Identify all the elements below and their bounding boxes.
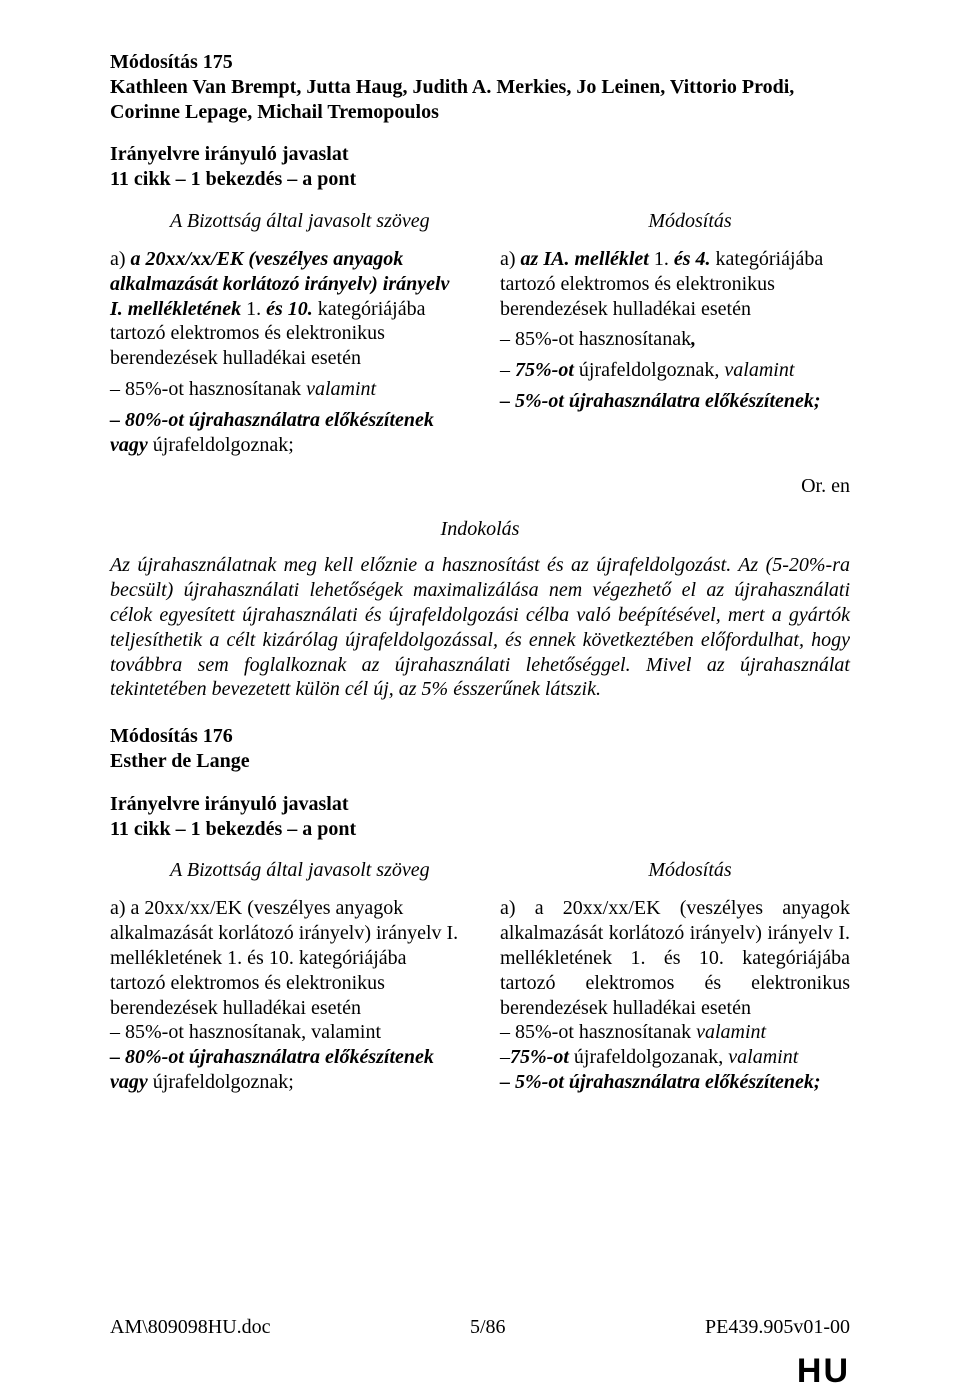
amendment-176-location: Irányelvre irányuló javaslat 11 cikk – 1… [110, 792, 850, 842]
amendment-176-header: Módosítás 176 Esther de Lange [110, 724, 850, 774]
text: valamint [306, 378, 376, 400]
right176-p1: a) a 20xx/xx/EK (veszélyes anyagok alkal… [500, 896, 850, 1020]
amendment-175-authors: Kathleen Van Brempt, Jutta Haug, Judith … [110, 75, 850, 125]
col-head-right: Módosítás [530, 210, 850, 233]
text: valamint [724, 359, 794, 381]
left176-l3: – 80%-ot újrahasználatra előkészítenek v… [110, 1045, 460, 1095]
text: újrafeldolgoznak; [153, 1071, 294, 1093]
location-line-176: 11 cikk – 1 bekezdés – a pont [110, 817, 850, 842]
right-l4: – 5%-ot újrahasználatra előkészítenek; [500, 389, 850, 414]
text: – 85%-ot hasznosítanak [500, 1021, 696, 1043]
text: 75%-ot [510, 1046, 569, 1068]
footer-left: AM\809098HU.doc [110, 1316, 271, 1339]
text: az IA. melléklet [521, 248, 649, 270]
col-head-left: A Bizottság által javasolt szöveg [110, 210, 490, 233]
text: a) [110, 248, 131, 270]
amendment-175-location: Irányelvre irányuló javaslat 11 cikk – 1… [110, 142, 850, 192]
left-l3: – 80%-ot újrahasználatra előkészítenek v… [110, 408, 460, 458]
column-headers-176: A Bizottság által javasolt szöveg Módosí… [110, 859, 850, 882]
text: – [500, 359, 515, 381]
amendment-176-right-col: a) a 20xx/xx/EK (veszélyes anyagok alkal… [500, 896, 850, 1094]
text: újrafeldolgoznak; [153, 434, 294, 456]
page-footer: AM\809098HU.doc 5/86 PE439.905v01-00 [110, 1316, 850, 1339]
amendment-175-left-col: a) a 20xx/xx/EK (veszélyes anyagok alkal… [110, 247, 460, 457]
col-head-left-176: A Bizottság által javasolt szöveg [110, 859, 490, 882]
text: és 10. [266, 298, 313, 320]
text: 1. [241, 298, 266, 320]
col-head-right-176: Módosítás [530, 859, 850, 882]
column-headers-175: A Bizottság által javasolt szöveg Módosí… [110, 210, 850, 233]
location-line: 11 cikk – 1 bekezdés – a pont [110, 167, 850, 192]
amendment-175-title: Módosítás 175 [110, 50, 850, 75]
justification-body: Az újrahasználatnak meg kell előznie a h… [110, 553, 850, 702]
footer-center: 5/86 [470, 1316, 506, 1339]
text: – [500, 1046, 510, 1068]
justification-heading: Indokolás [110, 518, 850, 541]
amendment-176-authors: Esther de Lange [110, 749, 850, 774]
amendment-176-left-col: a) a 20xx/xx/EK (veszélyes anyagok alkal… [110, 896, 460, 1094]
right-l3: – 75%-ot újrafeldolgoznak, valamint [500, 358, 850, 383]
left-p1: a) a 20xx/xx/EK (veszélyes anyagok alkal… [110, 247, 460, 371]
right176-l4: – 5%-ot újrahasználatra előkészítenek; [500, 1070, 850, 1095]
right-l2: – 85%-ot hasznosítanak, [500, 327, 850, 352]
left-l2: – 85%-ot hasznosítanak valamint [110, 377, 460, 402]
amendment-176-title: Módosítás 176 [110, 724, 850, 749]
page: Módosítás 175 Kathleen Van Brempt, Jutta… [0, 0, 960, 1397]
left176-p1: a) a 20xx/xx/EK (veszélyes anyagok alkal… [110, 896, 460, 1020]
text: , [691, 328, 696, 350]
text: és 4. [674, 248, 711, 270]
left176-l2: – 85%-ot hasznosítanak, valamint [110, 1020, 460, 1045]
text: újrafeldolgoznak, [574, 359, 725, 381]
language-mark: HU [797, 1352, 850, 1391]
right-p1: a) az IA. melléklet 1. és 4. kategóriájá… [500, 247, 850, 321]
footer-right: PE439.905v01-00 [705, 1316, 850, 1339]
text: valamint [696, 1021, 766, 1043]
amendment-175-columns: a) a 20xx/xx/EK (veszélyes anyagok alkal… [110, 247, 850, 457]
text: valamint [728, 1046, 798, 1068]
text: újrafeldolgozanak, [569, 1046, 728, 1068]
amendment-176-columns: a) a 20xx/xx/EK (veszélyes anyagok alkal… [110, 896, 850, 1094]
proposal-label: Irányelvre irányuló javaslat [110, 142, 850, 167]
text: 75%-ot [515, 359, 574, 381]
text: – 85%-ot hasznosítanak [110, 378, 306, 400]
proposal-label-176: Irányelvre irányuló javaslat [110, 792, 850, 817]
amendment-175-right-col: a) az IA. melléklet 1. és 4. kategóriájá… [500, 247, 850, 457]
right176-l3: –75%-ot újrafeldolgozanak, valamint [500, 1045, 850, 1070]
language-origin: Or. en [110, 475, 850, 498]
right176-l2: – 85%-ot hasznosítanak valamint [500, 1020, 850, 1045]
text: – 85%-ot hasznosítanak [500, 328, 691, 350]
amendment-175-header: Módosítás 175 Kathleen Van Brempt, Jutta… [110, 50, 850, 124]
text: 1. [649, 248, 674, 270]
text: a) [500, 248, 521, 270]
